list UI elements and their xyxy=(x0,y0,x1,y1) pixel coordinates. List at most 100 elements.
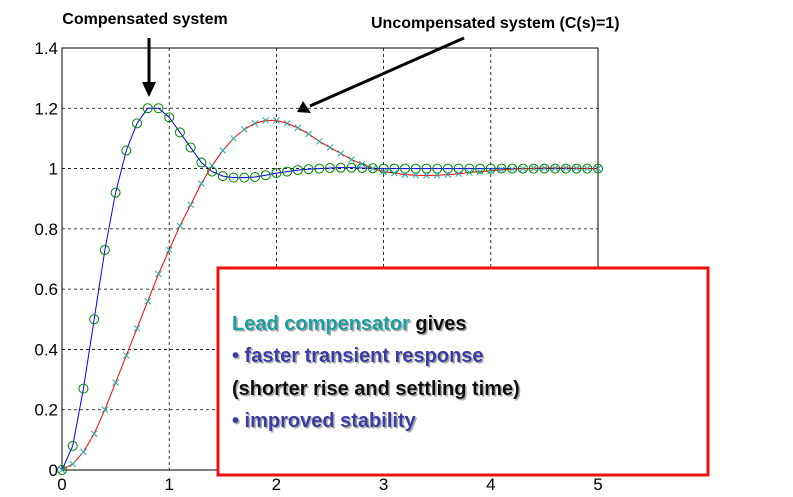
x-tick-label: 3 xyxy=(379,475,388,494)
point-marker xyxy=(67,440,78,451)
point-marker xyxy=(133,324,141,332)
point-marker xyxy=(476,168,484,175)
point-marker xyxy=(378,163,389,174)
arrows xyxy=(142,36,465,113)
point-marker xyxy=(348,156,355,163)
point-marker xyxy=(153,103,164,114)
point-marker xyxy=(412,171,420,179)
arrow-head xyxy=(142,82,156,97)
point-marker xyxy=(292,165,303,176)
annotation: Compensated system xyxy=(62,11,227,28)
point-marker xyxy=(273,116,280,124)
point-marker xyxy=(260,170,271,181)
y-tick-label: 1.2 xyxy=(34,99,58,118)
point-marker xyxy=(90,430,98,438)
point-marker xyxy=(325,162,335,173)
point-marker xyxy=(89,314,100,325)
point-marker xyxy=(583,165,591,172)
point-marker xyxy=(410,163,421,174)
point-marker xyxy=(367,163,378,174)
point-marker xyxy=(562,164,570,172)
point-marker xyxy=(230,135,237,142)
point-marker xyxy=(219,147,227,154)
x-tick-label: 0 xyxy=(57,475,66,494)
y-tick-label: 1.4 xyxy=(34,39,58,58)
point-marker xyxy=(421,163,432,174)
point-marker xyxy=(433,171,441,179)
note-line: (shorter rise and settling time) xyxy=(232,378,520,400)
point-marker xyxy=(144,297,152,305)
point-marker xyxy=(99,244,110,255)
point-marker xyxy=(314,163,325,174)
x-tick-label: 1 xyxy=(164,475,173,494)
point-marker xyxy=(112,379,119,386)
point-marker xyxy=(550,163,561,174)
arrow xyxy=(309,36,465,108)
point-marker xyxy=(207,166,218,177)
point-marker xyxy=(239,172,250,183)
point-marker xyxy=(155,270,162,278)
point-marker xyxy=(271,168,282,179)
y-tick-label: 0 xyxy=(49,461,58,480)
note-box xyxy=(216,266,710,477)
point-marker xyxy=(496,163,507,174)
point-marker xyxy=(541,164,548,172)
point-marker xyxy=(303,164,314,175)
point-marker xyxy=(101,406,109,414)
y-tick-label: 1 xyxy=(49,160,58,179)
point-marker xyxy=(294,124,302,132)
point-marker xyxy=(519,165,527,172)
point-marker xyxy=(530,164,538,172)
point-marker xyxy=(185,142,196,153)
point-marker xyxy=(487,167,495,175)
point-marker xyxy=(380,168,387,175)
point-marker xyxy=(282,166,293,177)
point-marker xyxy=(80,448,87,456)
point-marker xyxy=(444,171,452,178)
point-marker xyxy=(315,138,323,145)
point-marker xyxy=(401,171,409,178)
annotation: Uncompensated system (C(s)=1) xyxy=(371,15,620,32)
point-marker xyxy=(571,163,582,174)
point-marker xyxy=(251,120,259,127)
y-tick-label: 0.4 xyxy=(34,340,58,359)
plot: 0 0.2 0.4 0.6 0.8 1 1.2 1.4 0 1 2 3 4 5 xyxy=(34,39,603,494)
y-tick-label: 0.2 xyxy=(34,401,58,420)
note-word: gives xyxy=(410,313,467,335)
point-marker xyxy=(498,166,505,174)
point-marker xyxy=(337,150,345,157)
point-marker xyxy=(475,163,486,174)
point-marker xyxy=(528,163,539,174)
note-text: Lead compensator gives • faster transien… xyxy=(232,313,520,432)
point-marker xyxy=(390,169,398,177)
x-tick-label: 4 xyxy=(486,475,495,494)
series-line xyxy=(61,107,598,471)
point-marker xyxy=(132,118,143,129)
point-marker xyxy=(560,163,571,174)
y-tick-label: 0.6 xyxy=(34,280,58,299)
point-marker xyxy=(176,222,184,230)
point-marker xyxy=(326,144,334,151)
point-marker xyxy=(539,163,550,174)
point-marker xyxy=(208,162,216,169)
point-marker xyxy=(57,465,67,475)
point-marker xyxy=(432,163,443,174)
note-highlight: Lead compensator xyxy=(232,313,410,335)
point-marker xyxy=(249,172,260,183)
point-marker xyxy=(305,130,312,138)
point-marker xyxy=(122,352,130,359)
x-tick-label: 5 xyxy=(593,475,602,494)
point-marker xyxy=(423,172,430,179)
point-marker xyxy=(455,170,462,178)
point-marker xyxy=(164,112,175,123)
point-marker xyxy=(346,162,357,173)
point-marker xyxy=(508,165,516,173)
point-marker xyxy=(466,169,473,176)
point-marker xyxy=(187,201,194,209)
point-marker xyxy=(78,383,89,394)
point-marker xyxy=(485,163,496,174)
y-tick-label: 0.8 xyxy=(34,220,58,239)
point-marker xyxy=(400,163,411,174)
point-marker xyxy=(358,160,366,168)
